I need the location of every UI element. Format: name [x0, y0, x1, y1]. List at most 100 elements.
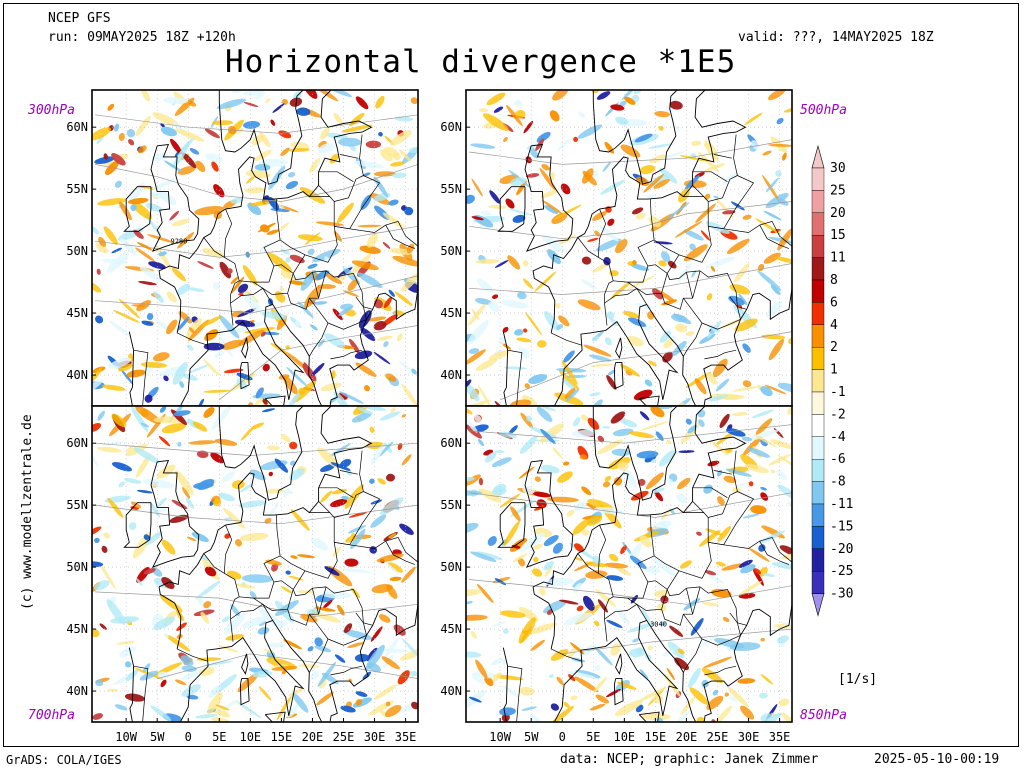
colorbar-swatch	[811, 391, 825, 415]
lon-label: 20E	[676, 730, 698, 744]
colorbar-label: 4	[830, 318, 838, 333]
colorbar-swatch	[811, 190, 825, 213]
lat-label: 60N	[66, 436, 88, 450]
level-label-300: 300hPa	[28, 103, 75, 118]
colorbar-label: -6	[830, 452, 846, 467]
colorbar-label: -4	[830, 430, 846, 445]
colorbar-label: -20	[830, 542, 853, 557]
model-name: NCEP GFS	[48, 11, 111, 26]
lon-label: 5W	[150, 730, 165, 744]
colorbar-label: 1	[830, 363, 838, 378]
lon-label: 35E	[769, 730, 791, 744]
lat-label: 50N	[440, 560, 462, 574]
lat-label: 45N	[66, 306, 88, 320]
colorbar: 30 25 20 15 11 8 6 4 2 1 -1 -2 -4 -6 -8 -11 -15 -20 -25 -30	[811, 144, 853, 617]
colorbar-swatch	[811, 548, 825, 572]
image-frame	[3, 3, 1019, 747]
panel-frame-4	[465, 405, 793, 723]
colorbar-swatch	[811, 503, 825, 527]
contour-label-1: 9280	[171, 238, 188, 246]
lat-label: 40N	[440, 368, 462, 382]
lat-label: 60N	[66, 120, 88, 134]
lon-label: 10E	[239, 730, 261, 744]
lat-label: 50N	[66, 244, 88, 258]
lat-label: 55N	[440, 182, 462, 196]
lon-label: 35E	[395, 730, 417, 744]
lat-label: 55N	[440, 498, 462, 512]
colorbar-label: 6	[830, 295, 838, 310]
lon-label: 25E	[707, 730, 729, 744]
colorbar-swatch	[811, 302, 825, 325]
colorbar-swatch	[811, 324, 825, 348]
map-title: Horizontal divergence *1E5	[225, 44, 737, 80]
run-info: run: 09MAY2025 18Z +120h	[48, 30, 236, 45]
colorbar-swatch	[811, 257, 825, 281]
lon-label: 30E	[738, 730, 760, 744]
divergence-field-1: 9280	[92, 90, 418, 406]
lat-label: 40N	[66, 684, 88, 698]
colorbar-swatch	[811, 481, 825, 505]
lon-label: 0	[559, 730, 566, 744]
lat-label: 45N	[440, 622, 462, 636]
colorbar-label: 30	[830, 161, 846, 176]
colorbar-swatch	[811, 234, 825, 258]
divergence-field-3: 2880	[92, 406, 418, 722]
lat-label: 45N	[66, 622, 88, 636]
lon-label: 25E	[333, 730, 355, 744]
lat-label: 40N	[66, 368, 88, 382]
lat-label: 50N	[440, 244, 462, 258]
lon-label: 30E	[364, 730, 386, 744]
timestamp: 2025-05-10-00:19	[874, 752, 1000, 767]
colorbar-swatch	[811, 279, 825, 303]
lon-label: 10W	[115, 730, 137, 744]
colorbar-swatch	[811, 526, 825, 550]
lon-label: 5E	[586, 730, 600, 744]
lat-label: 55N	[66, 182, 88, 196]
level-label-700: 700hPa	[28, 708, 75, 723]
valid-time: valid: ???, 14MAY2025 18Z	[738, 30, 934, 45]
colorbar-label: 25	[830, 183, 846, 198]
colorbar-label: -2	[830, 407, 846, 422]
lat-label: 55N	[66, 498, 88, 512]
colorbar-label: -15	[830, 519, 853, 534]
panel-frame-3	[91, 405, 419, 723]
divergence-field-4: 3040	[466, 406, 792, 722]
colorbar-swatch	[811, 212, 825, 236]
level-label-500: 500hPa	[800, 103, 847, 118]
lon-label: 10E	[613, 730, 635, 744]
colorbar-extend-top	[811, 144, 825, 169]
lat-label: 60N	[440, 120, 462, 134]
colorbar-swatch	[811, 436, 825, 460]
colorbar-label: 2	[830, 340, 838, 355]
colorbar-swatch	[811, 369, 825, 393]
lon-label: 0	[185, 730, 192, 744]
colorbar-label: 11	[830, 251, 846, 266]
colorbar-label: -25	[830, 564, 853, 579]
colorbar-extend-bottom	[811, 593, 825, 617]
lon-label: 5E	[212, 730, 226, 744]
lon-label: 20E	[302, 730, 324, 744]
colorbar-swatch	[811, 459, 825, 482]
colorbar-label: 20	[830, 206, 846, 221]
colorbar-unit: [1/s]	[838, 672, 878, 687]
divergence-field-2	[466, 90, 792, 406]
lon-label: 10W	[489, 730, 511, 744]
lat-label: 50N	[66, 560, 88, 574]
colorbar-swatch	[811, 347, 825, 370]
data-credit: data: NCEP; graphic: Janek Zimmer	[560, 752, 819, 767]
lat-label: 60N	[440, 436, 462, 450]
colorbar-swatch	[811, 414, 825, 437]
lon-label: 15E	[271, 730, 293, 744]
colorbar-label: -1	[830, 385, 846, 400]
colorbar-swatch	[811, 571, 825, 594]
lat-label: 40N	[440, 684, 462, 698]
colorbar-label: 8	[830, 273, 838, 288]
contour-label-4: 3040	[650, 621, 667, 629]
colorbar-label: -30	[830, 587, 853, 602]
colorbar-label: -11	[830, 497, 853, 512]
grads-credit: GrADS: COLA/IGES	[6, 753, 122, 767]
lon-label: 15E	[645, 730, 667, 744]
lat-label: 45N	[440, 306, 462, 320]
colorbar-swatch	[811, 167, 825, 191]
